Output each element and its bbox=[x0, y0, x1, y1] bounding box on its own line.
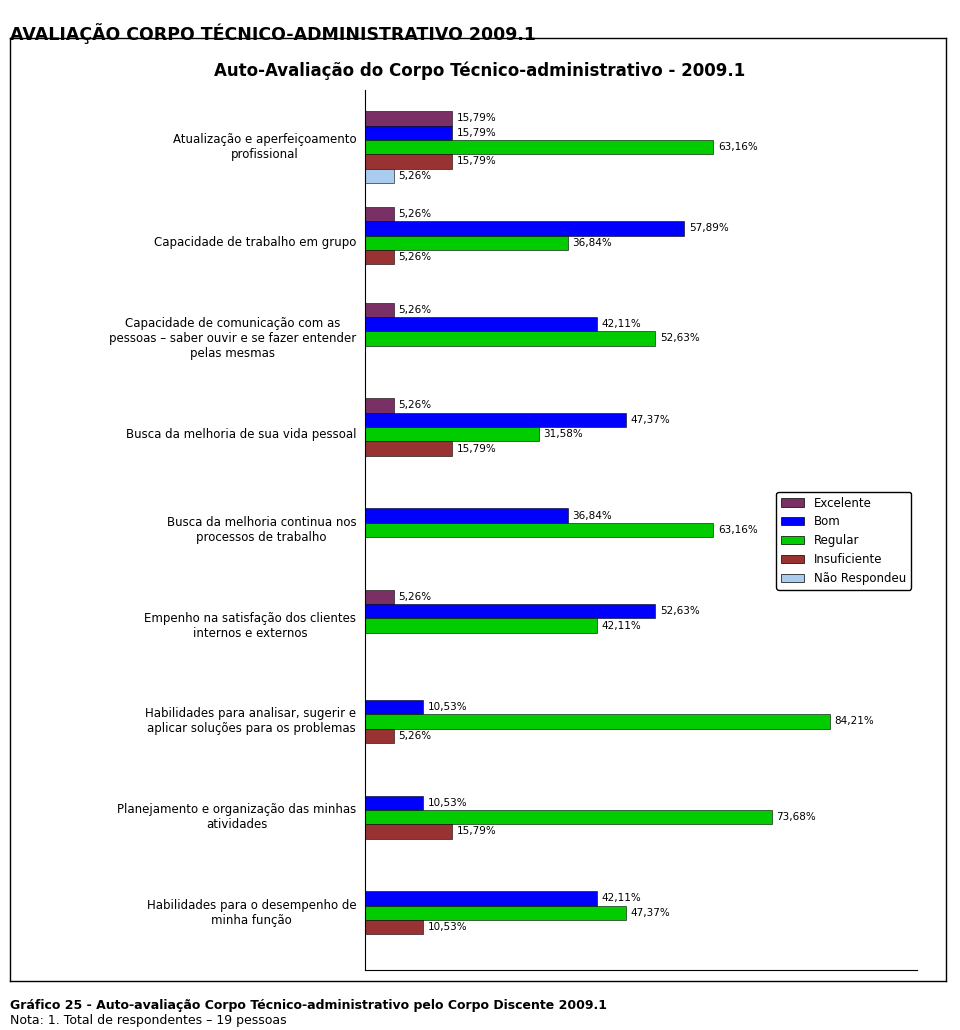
Bar bbox=[365, 140, 713, 154]
Bar bbox=[365, 111, 452, 126]
Bar bbox=[365, 207, 394, 221]
Legend: Excelente, Bom, Regular, Insuficiente, Não Respondeu: Excelente, Bom, Regular, Insuficiente, N… bbox=[776, 491, 911, 590]
Text: 15,79%: 15,79% bbox=[456, 157, 496, 167]
Bar bbox=[365, 728, 394, 743]
Text: Habilidades para analisar, sugerir e
aplicar soluções para os problemas: Habilidades para analisar, sugerir e apl… bbox=[145, 708, 356, 735]
Bar bbox=[365, 236, 568, 250]
Text: 5,26%: 5,26% bbox=[398, 592, 431, 602]
Text: 63,16%: 63,16% bbox=[718, 142, 757, 152]
Bar bbox=[365, 920, 423, 934]
Bar bbox=[365, 699, 423, 714]
Bar bbox=[365, 523, 713, 537]
Text: 84,21%: 84,21% bbox=[834, 717, 874, 726]
Bar bbox=[365, 317, 597, 332]
Text: 63,16%: 63,16% bbox=[718, 525, 757, 535]
Text: 5,26%: 5,26% bbox=[398, 252, 431, 262]
Text: 47,37%: 47,37% bbox=[631, 415, 670, 424]
Bar bbox=[365, 303, 394, 317]
Text: 10,53%: 10,53% bbox=[427, 798, 467, 808]
Bar bbox=[365, 590, 394, 605]
Bar bbox=[365, 413, 626, 427]
Text: 5,26%: 5,26% bbox=[398, 209, 431, 219]
Bar bbox=[365, 905, 626, 920]
Text: Atualização e aperfeiçoamento
profissional: Atualização e aperfeiçoamento profission… bbox=[173, 133, 356, 161]
Bar bbox=[365, 442, 452, 455]
Text: 10,53%: 10,53% bbox=[427, 702, 467, 712]
Text: 52,63%: 52,63% bbox=[660, 607, 700, 616]
Text: 31,58%: 31,58% bbox=[543, 430, 584, 439]
Bar bbox=[365, 169, 394, 183]
Text: Busca da melhoria continua nos
processos de trabalho: Busca da melhoria continua nos processos… bbox=[167, 516, 356, 544]
Text: Capacidade de trabalho em grupo: Capacidade de trabalho em grupo bbox=[154, 236, 356, 249]
Text: 15,79%: 15,79% bbox=[456, 444, 496, 453]
Text: Gráfico 25 - Auto-avaliação Corpo Técnico-administrativo pelo Corpo Discente 200: Gráfico 25 - Auto-avaliação Corpo Técnic… bbox=[10, 999, 607, 1012]
Bar bbox=[365, 605, 656, 618]
Bar bbox=[365, 810, 772, 824]
Text: 52,63%: 52,63% bbox=[660, 334, 700, 343]
Text: Busca da melhoria de sua vida pessoal: Busca da melhoria de sua vida pessoal bbox=[126, 427, 356, 441]
Bar bbox=[365, 618, 597, 632]
Text: 36,84%: 36,84% bbox=[572, 511, 612, 520]
Text: 5,26%: 5,26% bbox=[398, 171, 431, 180]
Text: 15,79%: 15,79% bbox=[456, 113, 496, 124]
Text: 5,26%: 5,26% bbox=[398, 401, 431, 411]
Text: Auto-Avaliação do Corpo Técnico-administrativo - 2009.1: Auto-Avaliação do Corpo Técnico-administ… bbox=[214, 62, 746, 80]
Bar bbox=[365, 427, 540, 442]
Text: 10,53%: 10,53% bbox=[427, 922, 467, 932]
Bar bbox=[365, 714, 829, 728]
Text: 42,11%: 42,11% bbox=[602, 319, 641, 330]
Text: 57,89%: 57,89% bbox=[688, 224, 729, 234]
Text: 47,37%: 47,37% bbox=[631, 907, 670, 918]
Bar bbox=[365, 221, 684, 236]
Text: Empenho na satisfação dos clientes
internos e externos: Empenho na satisfação dos clientes inter… bbox=[144, 612, 356, 640]
Bar bbox=[365, 126, 452, 140]
Bar bbox=[365, 250, 394, 265]
Text: 36,84%: 36,84% bbox=[572, 238, 612, 248]
Text: 42,11%: 42,11% bbox=[602, 621, 641, 630]
Bar bbox=[365, 891, 597, 905]
Text: 5,26%: 5,26% bbox=[398, 305, 431, 315]
Bar bbox=[365, 154, 452, 169]
Text: 15,79%: 15,79% bbox=[456, 826, 496, 836]
Text: 42,11%: 42,11% bbox=[602, 893, 641, 903]
Text: 73,68%: 73,68% bbox=[776, 812, 816, 822]
Text: Habilidades para o desempenho de
minha função: Habilidades para o desempenho de minha f… bbox=[147, 899, 356, 927]
Text: 15,79%: 15,79% bbox=[456, 128, 496, 138]
Bar bbox=[365, 399, 394, 413]
Text: AVALIAÇÃO CORPO TÉCNICO-ADMINISTRATIVO 2009.1: AVALIAÇÃO CORPO TÉCNICO-ADMINISTRATIVO 2… bbox=[10, 23, 536, 43]
Bar bbox=[365, 795, 423, 810]
Bar bbox=[365, 509, 568, 523]
Text: Capacidade de comunicação com as
pessoas – saber ouvir e se fazer entender
pelas: Capacidade de comunicação com as pessoas… bbox=[109, 317, 356, 360]
Bar bbox=[365, 824, 452, 838]
Bar bbox=[365, 332, 656, 346]
Text: Planejamento e organização das minhas
atividades: Planejamento e organização das minhas at… bbox=[117, 803, 356, 831]
Text: 5,26%: 5,26% bbox=[398, 730, 431, 741]
Text: Nota: 1. Total de respondentes – 19 pessoas: Nota: 1. Total de respondentes – 19 pess… bbox=[10, 1014, 286, 1027]
